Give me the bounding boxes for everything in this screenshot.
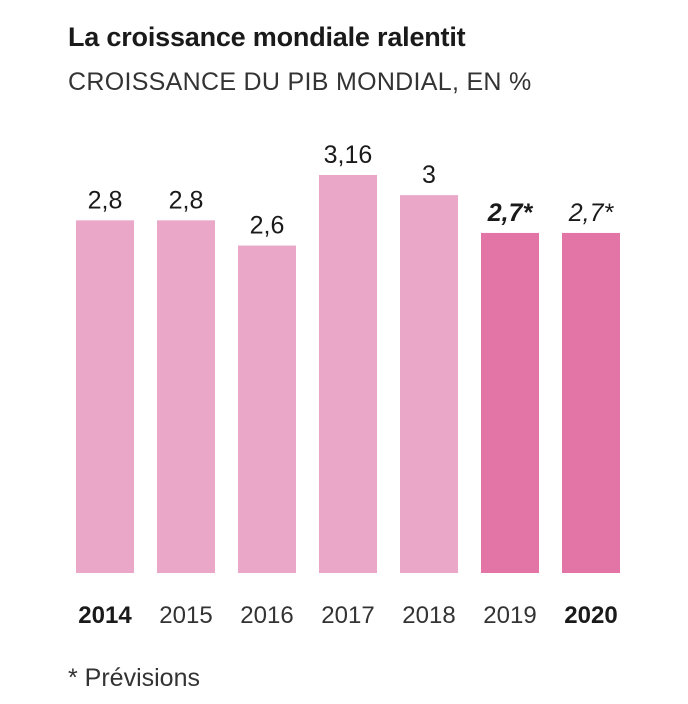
value-label-2015: 2,8 xyxy=(169,186,204,214)
x-tick-label-2017: 2017 xyxy=(321,602,374,629)
x-tick-label-2019: 2019 xyxy=(483,602,536,629)
value-label-2016: 2,6 xyxy=(250,212,285,240)
bar-2015 xyxy=(157,220,215,573)
bar-2016 xyxy=(238,245,296,573)
forecast-footnote: * Prévisions xyxy=(68,664,200,692)
value-label-2014: 2,8 xyxy=(88,186,123,214)
value-label-2018: 3 xyxy=(422,161,436,189)
bar-2018 xyxy=(400,195,458,573)
x-tick-label-2020: 2020 xyxy=(564,602,617,629)
x-tick-label-2018: 2018 xyxy=(402,602,455,629)
bar-2014 xyxy=(76,220,134,573)
bar-2019 xyxy=(481,232,539,573)
value-label-2017: 3,16 xyxy=(324,141,373,169)
value-label-2020: 2,7* xyxy=(568,199,615,227)
chart-subtitle: CROISSANCE DU PIB MONDIAL, EN % xyxy=(68,68,532,96)
x-tick-label-2015: 2015 xyxy=(159,602,212,629)
bar-2017 xyxy=(319,175,377,573)
value-label-2019: 2,7* xyxy=(487,199,534,227)
bar-2020 xyxy=(562,232,620,573)
x-tick-label-2014: 2014 xyxy=(78,602,132,629)
x-tick-label-2016: 2016 xyxy=(240,602,293,629)
chart-title: La croissance mondiale ralentit xyxy=(68,22,466,52)
